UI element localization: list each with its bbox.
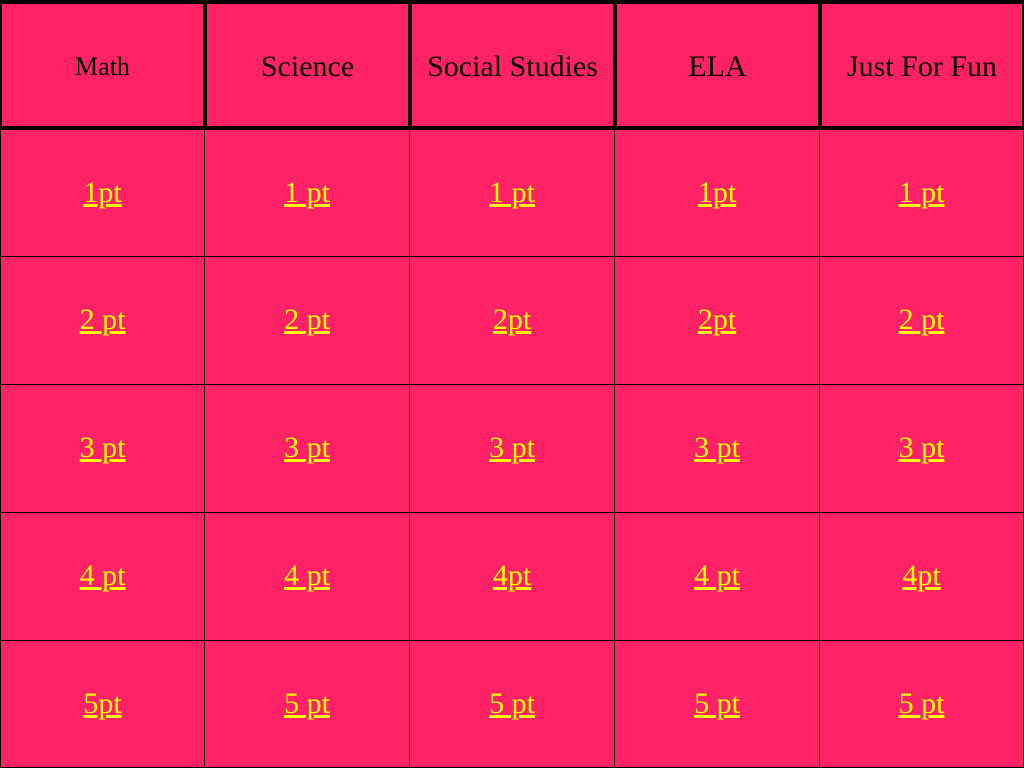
science-1-point-link[interactable]: 1 pt	[284, 176, 330, 209]
science-3-point-link[interactable]: 3 pt	[284, 431, 330, 464]
just-for-fun-4-point-link[interactable]: 4pt	[902, 559, 941, 592]
point-cell: 3 pt	[615, 385, 820, 513]
point-cell: 5pt	[0, 641, 205, 768]
point-cell: 4pt	[820, 513, 1024, 641]
point-cell: 1 pt	[410, 130, 615, 257]
social-studies-1-point-link[interactable]: 1 pt	[489, 176, 535, 209]
ela-3-point-link[interactable]: 3 pt	[694, 431, 740, 464]
math-2-point-link[interactable]: 2 pt	[79, 303, 126, 336]
point-cell: 1pt	[0, 130, 205, 257]
point-cell: 2 pt	[205, 257, 410, 385]
point-cell: 3 pt	[820, 385, 1024, 513]
just-for-fun-5-point-link[interactable]: 5 pt	[898, 687, 945, 720]
science-2-point-link[interactable]: 2 pt	[284, 303, 330, 336]
point-cell: 1pt	[615, 130, 820, 257]
point-cell: 4 pt	[205, 513, 410, 641]
point-cell: 4 pt	[615, 513, 820, 641]
point-cell: 2 pt	[820, 257, 1024, 385]
category-header-row: Math Science Social Studies ELA Just For…	[0, 0, 1024, 130]
point-cell: 2pt	[410, 257, 615, 385]
point-cell: 5 pt	[205, 641, 410, 768]
ela-4-point-link[interactable]: 4 pt	[694, 559, 740, 592]
category-social-studies: Social Studies	[410, 2, 615, 128]
math-3-point-link[interactable]: 3 pt	[79, 431, 126, 464]
social-studies-4-point-link[interactable]: 4pt	[492, 559, 532, 592]
ela-5-point-link[interactable]: 5 pt	[694, 687, 740, 720]
points-grid: 1pt 1 pt 1 pt 1pt 1 pt 2 pt 2 pt 2pt 2pt…	[0, 130, 1024, 768]
point-cell: 3 pt	[205, 385, 410, 513]
social-studies-3-point-link[interactable]: 3 pt	[489, 431, 535, 464]
point-cell: 2 pt	[0, 257, 205, 385]
social-studies-2-point-link[interactable]: 2pt	[492, 303, 532, 336]
point-cell: 2pt	[615, 257, 820, 385]
ela-1-point-link[interactable]: 1pt	[697, 176, 737, 209]
math-5-point-link[interactable]: 5pt	[83, 687, 122, 720]
point-cell: 5 pt	[820, 641, 1024, 768]
point-cell: 1 pt	[205, 130, 410, 257]
point-cell: 5 pt	[410, 641, 615, 768]
point-cell: 3 pt	[410, 385, 615, 513]
just-for-fun-1-point-link[interactable]: 1 pt	[898, 176, 945, 209]
science-4-point-link[interactable]: 4 pt	[284, 559, 330, 592]
point-cell: 4pt	[410, 513, 615, 641]
category-science: Science	[205, 2, 410, 128]
point-cell: 3 pt	[0, 385, 205, 513]
ela-2-point-link[interactable]: 2pt	[697, 303, 737, 336]
category-just-for-fun: Just For Fun	[820, 2, 1024, 128]
math-1-point-link[interactable]: 1pt	[83, 176, 122, 209]
social-studies-5-point-link[interactable]: 5 pt	[489, 687, 535, 720]
just-for-fun-2-point-link[interactable]: 2 pt	[898, 303, 945, 336]
category-ela: ELA	[615, 2, 820, 128]
category-math: Math	[0, 2, 205, 128]
point-cell: 4 pt	[0, 513, 205, 641]
math-4-point-link[interactable]: 4 pt	[79, 559, 126, 592]
point-cell: 1 pt	[820, 130, 1024, 257]
point-cell: 5 pt	[615, 641, 820, 768]
just-for-fun-3-point-link[interactable]: 3 pt	[898, 431, 945, 464]
science-5-point-link[interactable]: 5 pt	[284, 687, 330, 720]
